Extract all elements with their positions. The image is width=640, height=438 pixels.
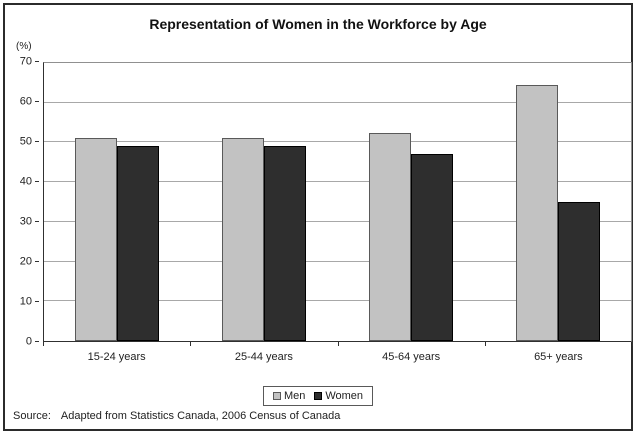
legend-label: Men (283, 390, 306, 402)
x-axis-label: 25-44 years (234, 351, 293, 363)
y-tick-mark (35, 61, 39, 62)
y-tick-mark (35, 221, 39, 222)
x-axis-ticks (43, 342, 633, 347)
bar-group (338, 63, 485, 341)
y-axis-labels: 0 10 20 30 40 50 60 70 (5, 56, 39, 347)
y-tick-mark (35, 101, 39, 102)
y-tick-mark (35, 181, 39, 182)
source-text: Adapted from Statistics Canada, 2006 Cen… (60, 410, 341, 422)
y-tick-mark (35, 261, 39, 262)
bar-women (557, 202, 600, 341)
legend-swatch-men (272, 392, 281, 400)
bar-men (368, 132, 411, 341)
gridline (44, 220, 631, 222)
x-tick-mark (190, 342, 192, 346)
bar-women (117, 146, 160, 341)
chart-frame: Representation of Women in the Workforce… (3, 3, 633, 431)
y-tick-label: 0 (25, 335, 32, 348)
y-tick-label: 40 (19, 175, 32, 188)
plot-area (43, 62, 632, 342)
legend-box: Men Women (262, 386, 374, 406)
x-tick-mark (632, 342, 633, 346)
source-label: Source: (13, 410, 51, 422)
y-tick-label: 20 (19, 255, 32, 268)
gridline (44, 141, 631, 143)
y-tick-mark (35, 341, 39, 342)
bar-group (44, 63, 191, 341)
y-tick-label: 50 (19, 135, 32, 148)
bar-group (484, 63, 631, 341)
legend-item-women: Women (314, 390, 363, 402)
y-tick-mark (35, 301, 39, 302)
legend-label: Women (325, 390, 364, 402)
bars-layer (44, 63, 631, 341)
gridline (44, 260, 631, 262)
legend-swatch-women (314, 392, 323, 400)
y-tick-label: 30 (19, 215, 32, 228)
legend: Men Women (5, 386, 631, 406)
x-axis-labels: 15-24 years 25-44 years 45-64 years 65+ yea… (43, 351, 632, 363)
source-note: Source: Adapted from Statistics Canada, 2… (13, 410, 340, 422)
y-tick-label: 60 (19, 95, 32, 108)
gridline (44, 181, 631, 183)
y-tick-mark (35, 141, 39, 142)
bar-women (264, 146, 307, 341)
x-tick-mark (43, 342, 44, 346)
bar-men (515, 84, 558, 341)
bar-men (222, 138, 265, 341)
x-axis-label: 65+ years (534, 351, 583, 363)
x-tick-mark (337, 342, 339, 346)
chart-title: Representation of Women in the Workforce… (149, 16, 487, 32)
y-tick-label: 70 (19, 55, 32, 68)
gridline (44, 300, 631, 302)
x-axis-label: 45-64 years (382, 351, 441, 363)
y-axis-unit-label: (%) (16, 41, 32, 52)
x-tick-mark (484, 342, 486, 346)
bar-men (75, 138, 118, 341)
y-tick-label: 10 (19, 295, 32, 308)
bar-women (410, 154, 453, 341)
gridline (44, 101, 631, 103)
legend-item-men: Men (272, 390, 306, 402)
x-axis-label: 15-24 years (87, 351, 146, 363)
gridlines-layer (44, 63, 631, 341)
bar-group (191, 63, 338, 341)
